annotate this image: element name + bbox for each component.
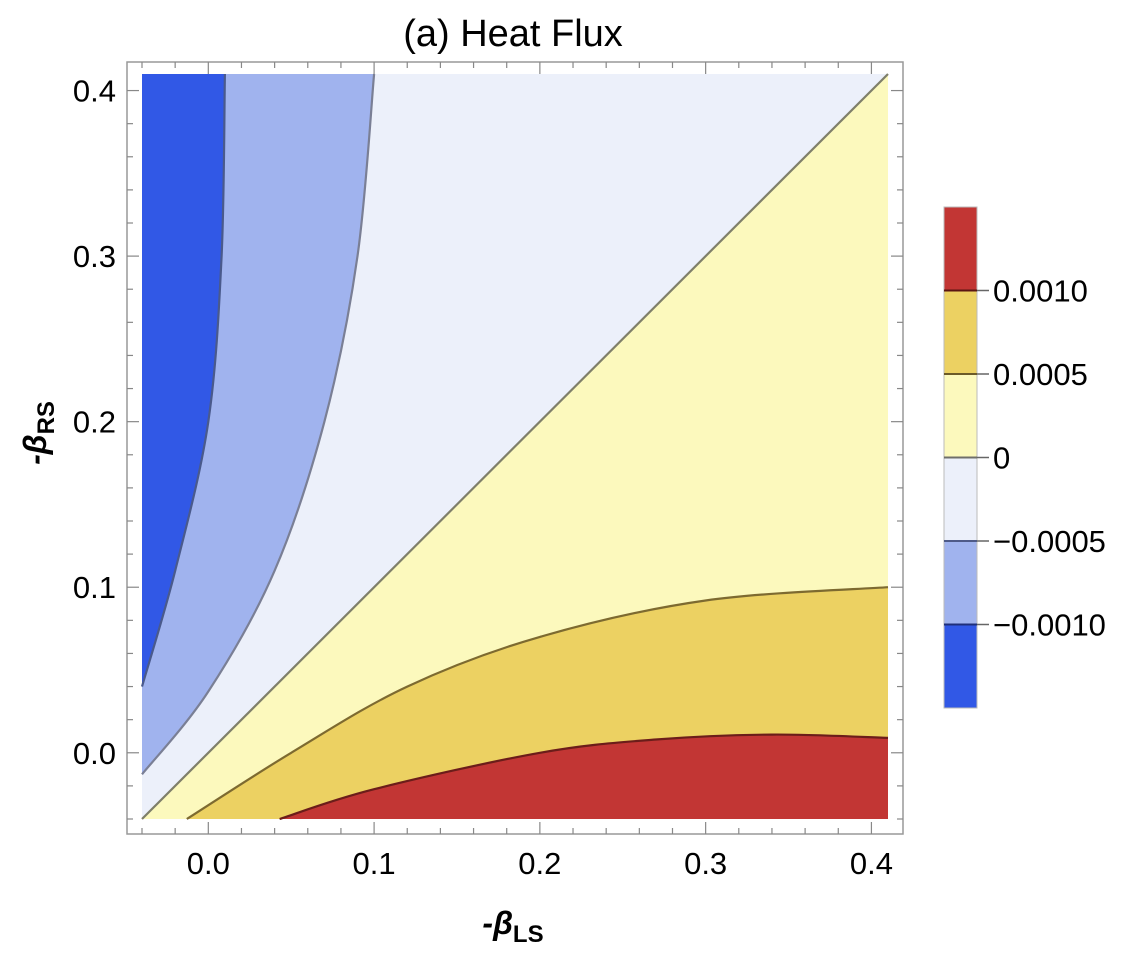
y-tick-label: 0.4: [73, 74, 116, 109]
y-axis-label-symbol: β: [17, 434, 53, 455]
legend-swatch: [944, 290, 977, 374]
frame-border: [126, 61, 904, 835]
x-axis-label-sign: -: [482, 905, 493, 941]
band-above-0.0010: [279, 734, 889, 819]
contour-line-0.0005: [186, 586, 889, 820]
legend-swatch: [944, 457, 977, 541]
legend-swatch: [944, 207, 977, 291]
chart-title: (a) Heat Flux: [403, 13, 623, 55]
plot-frame: 0.0 0.1 0.2 0.3 0.4 0.0 0.1 0.2 0.3 0.4: [73, 61, 904, 881]
legend-label: 0.0010: [993, 274, 1088, 309]
legend-swatch: [944, 541, 977, 625]
x-axis-label-symbol: β: [492, 905, 513, 941]
plot-area: [140, 73, 889, 821]
y-tick-label: 0.1: [73, 570, 116, 605]
x-tick-label: 0.3: [684, 846, 727, 881]
legend-swatch: [944, 624, 977, 708]
legend-swatch: [944, 374, 977, 458]
y-tick-label: 0.3: [73, 239, 116, 274]
contour-line--0.0005: [141, 73, 376, 775]
legend-label: 0.0005: [993, 357, 1088, 392]
band-below--0.0010: [142, 74, 225, 687]
x-axis-label-subscript: LS: [513, 921, 544, 948]
x-tick-label: 0.2: [518, 846, 561, 881]
y-tick-label: 0.2: [73, 405, 116, 440]
y-axis-label: -βRS: [17, 401, 60, 465]
legend-label: 0: [993, 441, 1010, 476]
y-axis-label-subscript: RS: [33, 401, 60, 434]
legend-label: −0.0010: [993, 608, 1106, 643]
x-axis-label: -βLS: [482, 905, 543, 948]
contour-line--0.001: [140, 73, 226, 687]
y-tick-label: 0.0: [73, 736, 116, 771]
y-axis-label-sign: -: [17, 454, 53, 465]
color-legend: 0.0010 0.0005 0 −0.0005 −0.0010: [943, 206, 1106, 709]
x-tick-label: 0.0: [187, 846, 230, 881]
legend-label: −0.0005: [993, 524, 1106, 559]
contour-line-0.001: [279, 733, 889, 821]
x-tick-label: 0.1: [353, 846, 396, 881]
x-tick-label: 0.4: [850, 846, 893, 881]
contour-line-0: [141, 73, 889, 820]
